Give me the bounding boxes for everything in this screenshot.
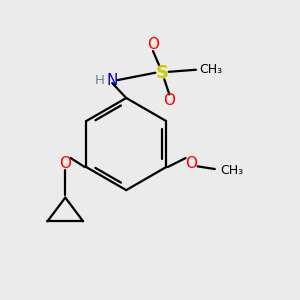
Text: N: N xyxy=(106,73,118,88)
Text: O: O xyxy=(163,94,175,109)
Text: O: O xyxy=(59,156,71,171)
Text: H: H xyxy=(94,74,104,87)
Text: O: O xyxy=(147,37,159,52)
Text: CH₃: CH₃ xyxy=(199,63,222,76)
Text: CH₃: CH₃ xyxy=(220,164,243,177)
Text: S: S xyxy=(155,64,168,82)
Text: O: O xyxy=(186,156,198,171)
